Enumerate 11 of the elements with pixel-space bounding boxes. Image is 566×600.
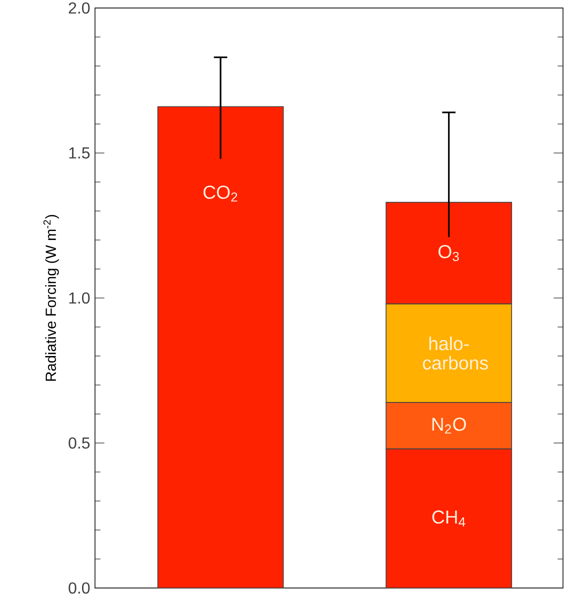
y-tick-label: 1.0	[69, 292, 90, 304]
series-label: CH$_{4}$	[432, 510, 466, 526]
y-tick-label: 2.0	[68, 2, 90, 14]
series-label: N$_{2}$O	[432, 418, 466, 434]
y-tick-label: 0.0	[68, 582, 90, 594]
y-axis-title: Radiative Forcing (W m$^{-2}$)	[43, 214, 59, 381]
series-label: O$_{3}$	[438, 245, 459, 262]
y-tick-label: 0.5	[68, 437, 90, 449]
series-label: halo-carbons	[422, 336, 488, 370]
y-tick-label: 1.5	[69, 147, 90, 159]
series-label: CO$_{2}$	[204, 186, 238, 202]
